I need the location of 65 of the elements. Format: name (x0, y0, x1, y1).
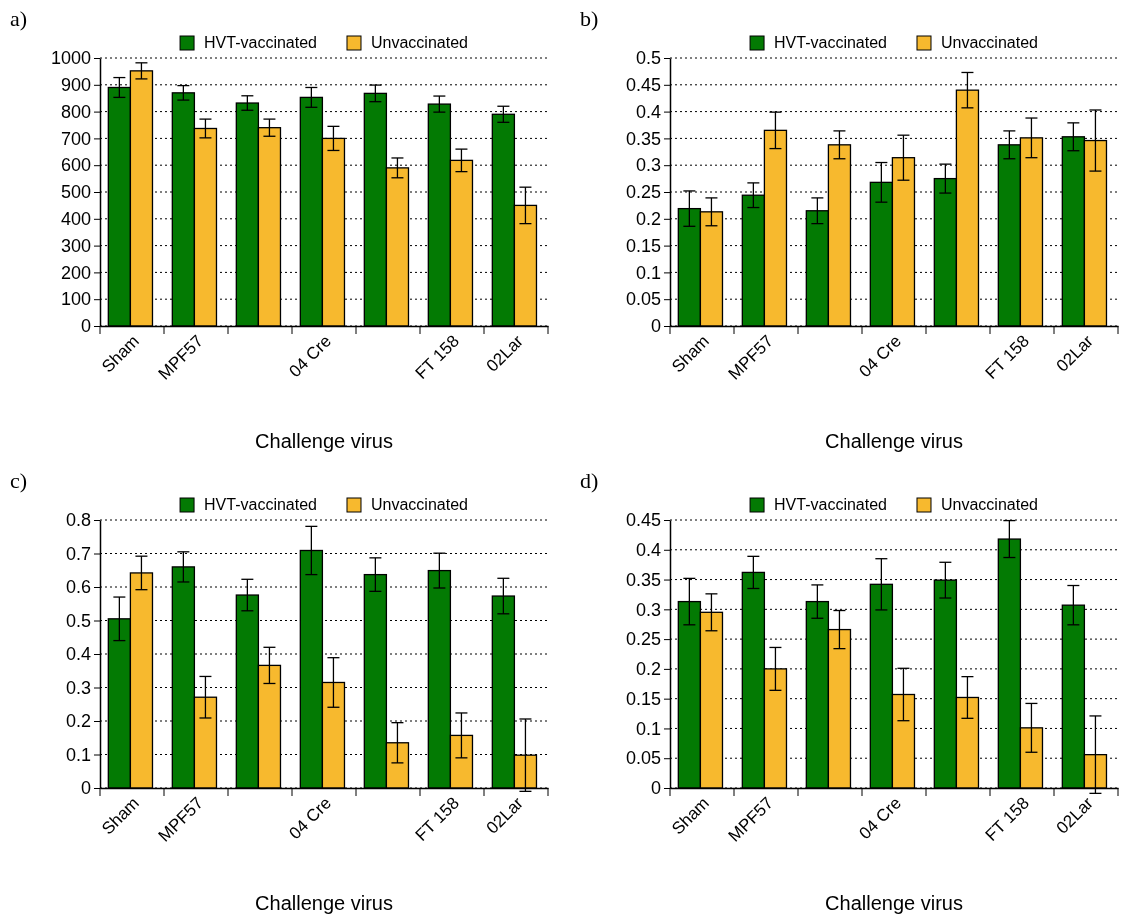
y-tick-label: 0.2 (635, 659, 661, 680)
y-tick-label: 0.45 (625, 75, 661, 96)
chart-title: b) (580, 6, 599, 31)
y-tick-label: 0.25 (625, 629, 661, 650)
y-tick-label: 0.2 (635, 209, 661, 230)
y-tick-label: 1000 (50, 48, 91, 69)
x-axis-title: Challenge virus (255, 892, 393, 914)
y-tick-label: 700 (60, 128, 91, 149)
y-tick-label: 200 (60, 262, 91, 283)
y-tick-label: 0.4 (635, 540, 661, 561)
y-tick-label: 900 (60, 75, 91, 96)
y-tick-label: 100 (60, 289, 91, 310)
y-tick-label: 0.05 (625, 748, 661, 769)
y-tick-label: 0.1 (65, 744, 91, 765)
chart-title: c) (10, 468, 28, 493)
y-tick-label: 0.15 (625, 235, 661, 256)
x-tick-label: 04 Cre (855, 793, 905, 844)
y-tick-label: 0.3 (65, 677, 91, 698)
x-tick-label: 04 Cre (855, 331, 905, 382)
y-tick-label: 0 (650, 778, 661, 799)
y-tick-label: 400 (60, 209, 91, 230)
legend-label: Unvaccinated (940, 496, 1038, 513)
legend-label: HVT-vaccinated (774, 496, 887, 513)
y-tick-label: 800 (60, 101, 91, 122)
y-tick-label: 0.2 (65, 711, 91, 732)
y-tick-label: 0.35 (625, 569, 661, 590)
y-tick-label: 0.45 (625, 510, 661, 531)
legend-label: HVT-vaccinated (774, 34, 887, 51)
y-tick-label: 0.1 (635, 718, 661, 739)
legend-label: Unvaccinated (370, 34, 468, 51)
y-tick-label: 0 (80, 778, 91, 799)
y-tick-label: 0.6 (65, 577, 91, 598)
y-tick-label: 0 (80, 316, 91, 337)
y-tick-label: 0.3 (635, 155, 661, 176)
y-tick-label: 300 (60, 235, 91, 256)
y-tick-label: 0.4 (65, 644, 91, 665)
y-tick-label: 0.3 (635, 599, 661, 620)
y-tick-label: 0.15 (625, 688, 661, 709)
y-tick-label: 0.7 (65, 543, 91, 564)
x-tick-label: FT 158 (411, 331, 463, 383)
y-tick-label: 0.05 (625, 289, 661, 310)
y-tick-label: 0.5 (635, 48, 661, 69)
x-tick-label: FT 158 (981, 793, 1033, 845)
x-axis-title: Challenge virus (825, 892, 963, 914)
y-tick-label: 0.1 (635, 262, 661, 283)
legend-label: Unvaccinated (940, 34, 1038, 51)
y-tick-label: 0.5 (65, 610, 91, 631)
y-tick-label: 0.25 (625, 182, 661, 203)
legend-label: HVT-vaccinated (204, 496, 317, 513)
y-tick-label: 0.4 (635, 101, 661, 122)
x-axis-title: Challenge virus (825, 430, 963, 452)
x-tick-label: 04 Cre (285, 793, 335, 844)
legend-label: HVT-vaccinated (204, 34, 317, 51)
chart-title: d) (580, 468, 599, 493)
x-tick-label: FT 158 (411, 793, 463, 845)
y-tick-label: 600 (60, 155, 91, 176)
x-tick-label: 04 Cre (285, 331, 335, 382)
y-tick-label: 500 (60, 182, 91, 203)
x-axis-title: Challenge virus (255, 430, 393, 452)
y-tick-label: 0.8 (65, 510, 91, 531)
y-tick-label: 0 (650, 316, 661, 337)
chart-title: a) (10, 6, 28, 31)
y-tick-label: 0.35 (625, 128, 661, 149)
legend-label: Unvaccinated (370, 496, 468, 513)
x-tick-label: FT 158 (981, 331, 1033, 383)
